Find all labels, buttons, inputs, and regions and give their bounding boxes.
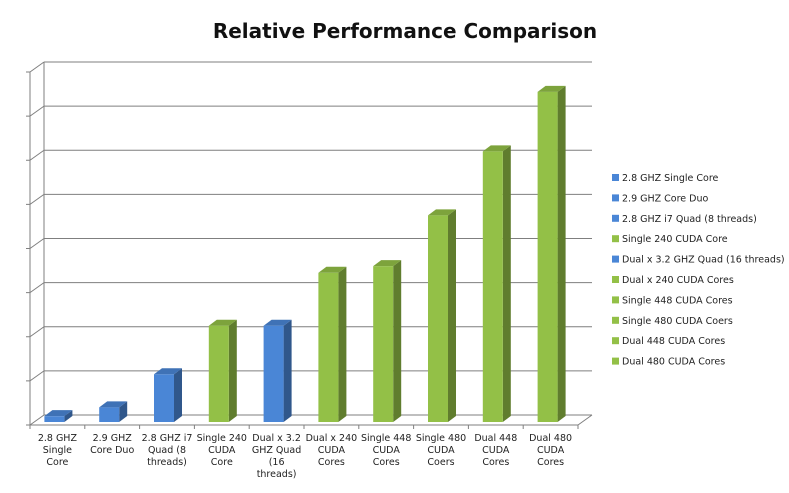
legend-item: 2.9 GHZ Core Duo [612, 193, 709, 204]
x-tick-label: Dual 448 CUDA Cores [474, 433, 517, 468]
gridline-side [29, 149, 45, 161]
bar-front [99, 407, 120, 422]
bar-top [373, 260, 402, 267]
bar-side [557, 85, 566, 422]
legend-swatch [612, 214, 619, 222]
x-tick-label: Dual 480 CUDA Cores [529, 433, 572, 468]
legend-label: 2.8 GHZ Single Core [622, 173, 719, 184]
bar-side [502, 145, 511, 423]
legend-swatch [612, 174, 619, 181]
gridline-side [29, 414, 45, 426]
x-tick-label: Single 448 CUDA Cores [361, 433, 411, 468]
gridline-side [29, 105, 45, 117]
legend-item: Single 240 CUDA Core [612, 234, 728, 245]
legend-item: 2.8 GHZ Single Core [612, 173, 719, 184]
bar-top [482, 145, 511, 152]
bar [154, 368, 182, 422]
bar-side [119, 401, 128, 422]
bar [373, 260, 402, 422]
legend-swatch [612, 255, 619, 263]
x-tick-label: 2.8 GHZ Single Core [38, 433, 78, 468]
legend-label: Dual 480 CUDA Cores [622, 357, 725, 368]
legend-item: Single 480 CUDA Coers [612, 316, 733, 327]
gridline-side [29, 238, 45, 249]
legend-swatch [612, 357, 619, 365]
bar-front [318, 272, 339, 422]
bar-front [373, 266, 394, 422]
legend-label: Dual x 240 CUDA Cores [622, 275, 734, 286]
bar-top [44, 410, 73, 417]
bars [44, 85, 566, 423]
legend-swatch [612, 235, 619, 243]
legend-swatch [612, 194, 619, 202]
legend-item: Dual 448 CUDA Cores [612, 336, 725, 347]
bar [44, 410, 73, 422]
bar [537, 85, 566, 422]
bar-front [428, 215, 448, 422]
bar-side [228, 319, 237, 422]
legend: 2.8 GHZ Single Core 2.9 GHZ Core Duo 2.8 G… [612, 173, 785, 368]
legend-swatch [612, 296, 619, 304]
gridline-side [29, 326, 45, 338]
x-tick-label: 2.8 GHZ i7 Quad (8 threads) [142, 433, 193, 468]
x-tick-label: Single 480 CUDA Coers [416, 433, 466, 468]
legend-label: 2.8 GHZ i7 Quad (8 threads) [622, 214, 757, 225]
bar-front [482, 151, 503, 423]
bar-front [208, 325, 229, 422]
legend-item: Dual 480 CUDA Cores [612, 357, 725, 368]
bar-top [263, 319, 292, 326]
bar-front [263, 325, 284, 422]
bar-top [318, 266, 347, 273]
x-tick-label: 2.9 GHZ Core Duo [90, 433, 134, 456]
bar-side [64, 410, 73, 422]
bar [318, 266, 347, 422]
x-tick-label: Dual x 240 CUDA Cores [306, 433, 358, 468]
bar-top [99, 401, 128, 408]
x-tick-label: Dual x 3.2 GHZ Quad (16 threads) [252, 433, 301, 480]
bar-side [338, 266, 347, 422]
chart-title: Relative Performance Comparison [213, 19, 597, 43]
legend-swatch [612, 337, 619, 345]
gridline-side [29, 370, 45, 382]
legend-label: Dual 448 CUDA Cores [622, 336, 725, 347]
legend-label: Dual x 3.2 GHZ Quad (16 threads) [622, 255, 785, 266]
bar [208, 319, 237, 422]
legend-swatch [612, 316, 619, 324]
bar-side [448, 209, 456, 422]
bar-side [283, 319, 292, 422]
gridline-side [29, 61, 45, 73]
x-tick-label: Single 240 CUDA Core [197, 433, 247, 468]
bar [263, 319, 292, 422]
floor-edge [577, 414, 593, 426]
gridline-side [29, 282, 45, 294]
legend-item: Dual x 3.2 GHZ Quad (16 threads) [612, 255, 785, 266]
gridline-side [29, 193, 45, 205]
legend-label: Single 448 CUDA Cores [622, 295, 733, 306]
legend-item: 2.8 GHZ i7 Quad (8 threads) [612, 214, 757, 225]
legend-item: Dual x 240 CUDA Cores [612, 275, 734, 286]
bar-top [537, 85, 566, 92]
legend-label: Single 240 CUDA Core [622, 234, 728, 245]
bar-front [44, 416, 65, 422]
legend-item: Single 448 CUDA Cores [612, 295, 733, 306]
legend-swatch [612, 276, 619, 283]
bar-front [154, 374, 174, 422]
bar [482, 145, 511, 423]
legend-label: Single 480 CUDA Coers [622, 316, 733, 327]
bar [428, 209, 456, 422]
bar-top [154, 368, 182, 375]
bar [99, 401, 128, 422]
bar-side [174, 368, 182, 422]
bar-top [428, 209, 456, 216]
legend-label: 2.9 GHZ Core Duo [622, 193, 709, 204]
bar-front [537, 91, 558, 422]
bar-top [208, 319, 237, 326]
x-axis-labels: 2.8 GHZ Single Core 2.9 GHZ Core Duo 2.8 GHZ … [29, 425, 579, 480]
bar-side [393, 260, 402, 422]
